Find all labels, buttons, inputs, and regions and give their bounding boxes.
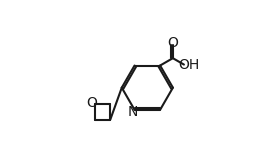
Text: N: N bbox=[128, 105, 138, 119]
Text: OH: OH bbox=[178, 58, 199, 72]
Text: O: O bbox=[167, 36, 178, 50]
Text: O: O bbox=[86, 96, 97, 110]
